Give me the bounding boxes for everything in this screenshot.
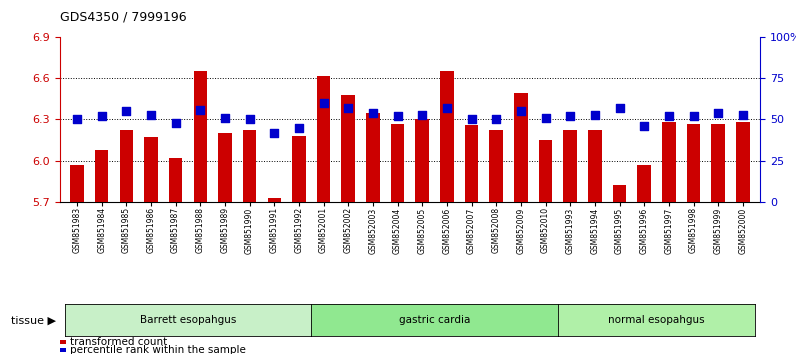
Text: percentile rank within the sample: percentile rank within the sample bbox=[70, 345, 246, 354]
Bar bbox=[193, 72, 207, 202]
Bar bbox=[243, 131, 256, 202]
Text: Barrett esopahgus: Barrett esopahgus bbox=[140, 315, 236, 325]
Bar bbox=[465, 125, 478, 202]
Bar bbox=[70, 165, 84, 202]
Bar bbox=[736, 122, 750, 202]
Text: gastric cardia: gastric cardia bbox=[399, 315, 470, 325]
Point bbox=[244, 116, 256, 122]
Point bbox=[539, 115, 552, 121]
Point bbox=[318, 100, 330, 106]
Point bbox=[194, 107, 207, 113]
Point bbox=[712, 110, 724, 116]
Bar bbox=[267, 198, 281, 202]
Bar bbox=[514, 93, 528, 202]
Point bbox=[564, 113, 576, 119]
Bar bbox=[687, 124, 700, 202]
Point bbox=[392, 113, 404, 119]
Point bbox=[219, 115, 232, 121]
Point bbox=[367, 110, 380, 116]
Text: transformed count: transformed count bbox=[70, 337, 168, 347]
Point bbox=[736, 112, 749, 118]
Bar bbox=[391, 124, 404, 202]
Bar bbox=[662, 122, 676, 202]
Point bbox=[514, 108, 527, 114]
Bar bbox=[564, 131, 577, 202]
Text: normal esopahgus: normal esopahgus bbox=[608, 315, 705, 325]
Bar bbox=[95, 150, 108, 202]
Bar bbox=[169, 158, 182, 202]
Bar bbox=[317, 76, 330, 202]
Bar bbox=[144, 137, 158, 202]
Bar bbox=[613, 185, 626, 202]
Point bbox=[588, 112, 601, 118]
Point bbox=[342, 105, 355, 111]
Point bbox=[687, 113, 700, 119]
Point bbox=[293, 125, 306, 131]
Bar bbox=[539, 140, 552, 202]
Point bbox=[638, 123, 650, 129]
Point bbox=[120, 108, 133, 114]
Point bbox=[613, 105, 626, 111]
Point bbox=[490, 116, 502, 122]
Bar bbox=[119, 131, 133, 202]
Point bbox=[662, 113, 675, 119]
Bar bbox=[218, 133, 232, 202]
Bar bbox=[440, 72, 454, 202]
Point bbox=[71, 116, 84, 122]
Bar bbox=[712, 124, 725, 202]
Point bbox=[268, 130, 281, 136]
Bar bbox=[341, 95, 355, 202]
Bar bbox=[588, 131, 602, 202]
Text: tissue ▶: tissue ▶ bbox=[10, 315, 56, 325]
Bar bbox=[638, 165, 651, 202]
Point bbox=[170, 120, 182, 126]
Bar bbox=[366, 113, 380, 202]
Point bbox=[440, 105, 453, 111]
Point bbox=[145, 112, 158, 118]
Point bbox=[416, 112, 428, 118]
Point bbox=[465, 116, 478, 122]
Bar bbox=[416, 120, 429, 202]
Bar bbox=[292, 136, 306, 202]
Text: GDS4350 / 7999196: GDS4350 / 7999196 bbox=[60, 11, 186, 24]
Point bbox=[96, 113, 108, 119]
Bar bbox=[490, 131, 503, 202]
